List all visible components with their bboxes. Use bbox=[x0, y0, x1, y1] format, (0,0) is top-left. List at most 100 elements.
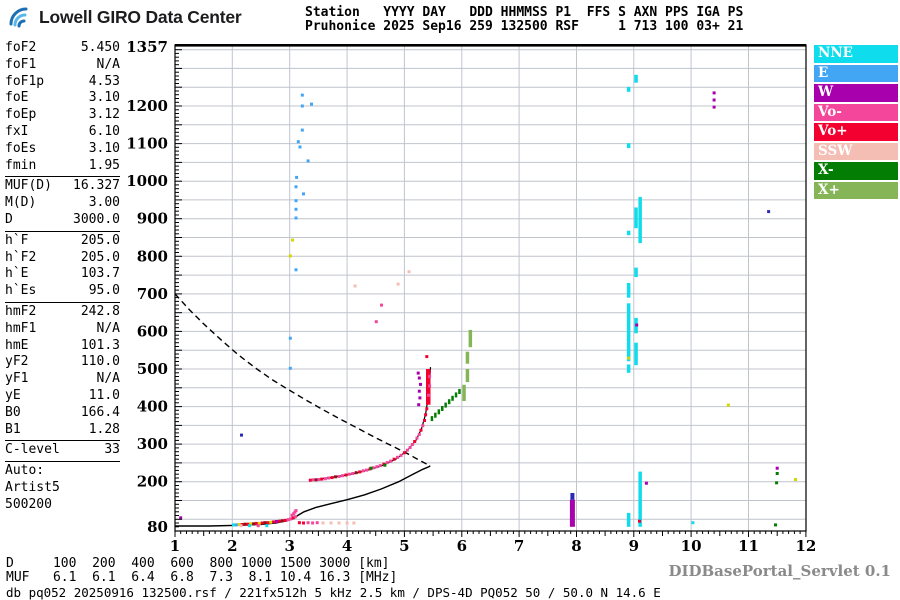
param-label: foF1p bbox=[5, 73, 45, 89]
param-row: foEp 3.12 bbox=[5, 107, 120, 124]
parameter-panel: foF2 5.450 foF1 N/A foF1p 4.53 foE 3.10 foEp 3.12… bbox=[5, 40, 120, 514]
param-value: 101.3 bbox=[80, 337, 120, 353]
param-value: N/A bbox=[96, 320, 120, 336]
param-row: hmE 101.3 bbox=[5, 338, 120, 355]
svg-text:9: 9 bbox=[629, 537, 639, 555]
giro-logo-icon bbox=[9, 7, 28, 28]
param-value: N/A bbox=[96, 371, 120, 387]
echo-points bbox=[179, 91, 797, 528]
status-line: db pq052 20250916 132500.rsf / 221fx512h… bbox=[6, 585, 661, 600]
transmission-curve bbox=[174, 293, 431, 467]
param-value: 3000.0 bbox=[73, 211, 120, 227]
legend-item-ssw: SSW bbox=[814, 142, 898, 160]
muf-row: MUF 6.1 6.1 6.4 6.8 7.3 8.1 10.4 16.3 [M… bbox=[6, 570, 398, 585]
param-label: h`F bbox=[5, 232, 29, 248]
fitted-trace bbox=[311, 367, 432, 481]
svg-text:600: 600 bbox=[137, 322, 168, 340]
svg-text:10: 10 bbox=[681, 537, 702, 555]
param-value: 33 bbox=[104, 442, 120, 458]
x-axis-labels: 1 2 3 4 5 6 7 8 9 10 11 12 bbox=[170, 537, 817, 555]
param-row: foEs 3.10 bbox=[5, 141, 120, 158]
param-row: fmin 1.95 bbox=[5, 158, 120, 175]
param-label: h`Es bbox=[5, 283, 37, 299]
param-value: 3.12 bbox=[88, 107, 120, 123]
svg-text:1357: 1357 bbox=[126, 38, 168, 56]
legend-item-xminus: X- bbox=[814, 162, 898, 180]
svg-text:1200: 1200 bbox=[126, 97, 168, 115]
param-label: hmF1 bbox=[5, 320, 37, 336]
param-divider bbox=[5, 461, 120, 463]
param-value: 110.0 bbox=[80, 354, 120, 370]
svg-text:800: 800 bbox=[137, 247, 168, 265]
svg-text:3: 3 bbox=[284, 537, 294, 555]
param-label: h`F2 bbox=[5, 249, 37, 265]
param-value: 16.327 bbox=[73, 178, 120, 194]
param-value: 242.8 bbox=[80, 303, 120, 319]
param-label: yF1 bbox=[5, 371, 29, 387]
svg-text:1: 1 bbox=[170, 537, 180, 555]
param-row: hmF2 242.8 bbox=[5, 304, 120, 321]
param-value: 3.10 bbox=[88, 90, 120, 106]
param-row: B1 1.28 bbox=[5, 422, 120, 439]
station-header-row: Station YYYY DAY DDD HHMMSS P1 FFS S AXN… bbox=[305, 5, 744, 20]
servlet-version: DIDBasePortal_Servlet 0.1 bbox=[668, 562, 891, 580]
param-label: foF1 bbox=[5, 56, 37, 72]
param-label: B1 bbox=[5, 421, 21, 437]
svg-text:7: 7 bbox=[514, 537, 524, 555]
param-divider bbox=[5, 176, 120, 178]
param-value: 5.450 bbox=[80, 40, 120, 55]
legend-item-e: E bbox=[814, 64, 898, 82]
param-row: 500200 bbox=[5, 497, 120, 514]
param-row: h`F 205.0 bbox=[5, 233, 120, 250]
svg-text:5: 5 bbox=[399, 537, 409, 555]
param-value: 6.10 bbox=[88, 123, 120, 139]
param-row: D 3000.0 bbox=[5, 212, 120, 229]
param-value: 205.0 bbox=[80, 249, 120, 265]
param-label: yE bbox=[5, 387, 21, 403]
param-label: 500200 bbox=[5, 496, 52, 512]
param-row: Artist5 bbox=[5, 480, 120, 497]
param-label: fmin bbox=[5, 157, 37, 173]
param-value: 1.95 bbox=[88, 157, 120, 173]
param-row: yF2 110.0 bbox=[5, 354, 120, 371]
echo-columns bbox=[426, 74, 642, 527]
param-value: 3.10 bbox=[88, 140, 120, 156]
y-axis-labels: 1357 1200 1100 1000 900 800 700 600 500 400 300 200… bbox=[126, 38, 168, 536]
param-value: 1.28 bbox=[88, 421, 120, 437]
param-label: D bbox=[5, 211, 13, 227]
logo-title: Lowell GIRO Data Center bbox=[39, 6, 242, 27]
axis-ticks bbox=[174, 49, 807, 537]
param-label: foF2 bbox=[5, 40, 37, 55]
param-divider bbox=[5, 301, 120, 303]
param-label: MUF(D) bbox=[5, 178, 52, 194]
svg-text:1000: 1000 bbox=[126, 172, 168, 190]
svg-text:200: 200 bbox=[137, 473, 168, 491]
param-label: hmF2 bbox=[5, 303, 37, 319]
param-label: foEp bbox=[5, 107, 37, 123]
param-row: h`Es 95.0 bbox=[5, 283, 120, 300]
svg-text:12: 12 bbox=[795, 537, 816, 555]
param-label: Auto: bbox=[5, 463, 45, 479]
param-row: MUF(D) 16.327 bbox=[5, 178, 120, 195]
param-label: hmE bbox=[5, 337, 29, 353]
distance-row: D 100 200 400 600 800 1000 1500 3000 [km… bbox=[6, 556, 390, 571]
param-value: 205.0 bbox=[80, 232, 120, 248]
param-row: foF2 5.450 bbox=[5, 40, 120, 57]
param-row: h`E 103.7 bbox=[5, 266, 120, 283]
svg-text:8: 8 bbox=[571, 537, 581, 555]
svg-text:80: 80 bbox=[147, 518, 168, 536]
param-label: B0 bbox=[5, 404, 21, 420]
param-row: foE 3.10 bbox=[5, 90, 120, 107]
param-value: 4.53 bbox=[88, 73, 120, 89]
svg-text:11: 11 bbox=[738, 537, 759, 555]
true-height-profile bbox=[175, 465, 431, 527]
param-row: foF1p 4.53 bbox=[5, 74, 120, 91]
param-label: yF2 bbox=[5, 354, 29, 370]
param-row: yE 11.0 bbox=[5, 388, 120, 405]
param-label: fxI bbox=[5, 123, 29, 139]
param-row: B0 166.4 bbox=[5, 405, 120, 422]
legend-item-vominus: Vo- bbox=[814, 103, 898, 121]
param-value: N/A bbox=[96, 56, 120, 72]
